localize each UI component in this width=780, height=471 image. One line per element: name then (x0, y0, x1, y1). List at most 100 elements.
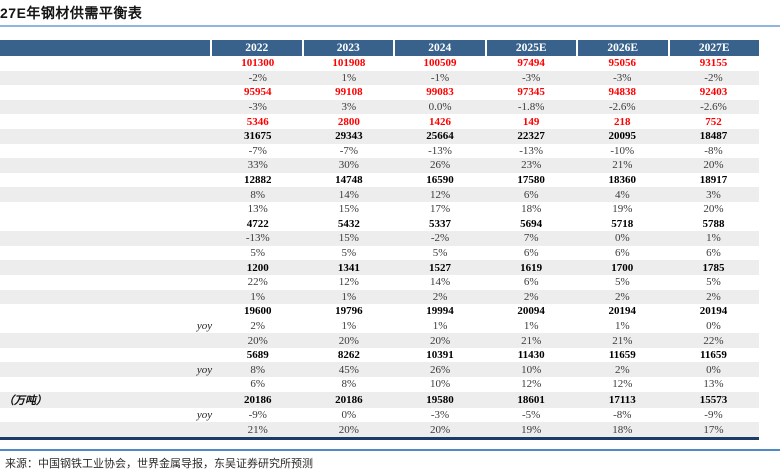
table-cell: 2% (614, 290, 630, 303)
column-header-2026e: 2026E (576, 40, 668, 56)
table-cell: 10% (521, 363, 542, 376)
table-row: 101300 101908 100509 97494 95056 93155 (0, 56, 759, 71)
table-cell: 13% (703, 378, 724, 391)
table-cell: 6% (706, 247, 721, 260)
table-header-row: 2022 2023 2024 2025E 2026E 2027E (0, 40, 759, 56)
table-body: 101300 101908 100509 97494 95056 93155 -2% 1% -1… (0, 56, 759, 437)
table-cell: 33% (247, 159, 268, 172)
table-cell: 17% (429, 203, 451, 216)
table-cell: 99108 (335, 86, 363, 99)
table-cell: 8% (250, 188, 266, 201)
table-cell: 1% (250, 290, 266, 303)
table-cell: 21% (247, 423, 268, 436)
table-cell: 10391 (426, 349, 454, 362)
table-cell: 20% (338, 334, 359, 347)
table-cell: 1785 (702, 261, 725, 274)
column-header-2022: 2022 (210, 40, 302, 56)
table-cell: 4% (614, 188, 630, 201)
table-cell: 23% (521, 159, 542, 172)
table-cell: 5718 (611, 217, 634, 230)
table-cell: 2% (614, 363, 630, 376)
table-cell: 0% (706, 363, 721, 376)
table-cell: 20094 (517, 305, 545, 318)
row-sublabel-yoy: yoy (196, 319, 213, 332)
table-row: 19600 19796 19994 20094 20194 20194 (0, 304, 759, 319)
table-cell: 19% (612, 203, 633, 216)
table-cell: 14748 (335, 174, 363, 187)
table-cell: 12% (521, 378, 542, 391)
table-cell: 5788 (702, 217, 725, 230)
table-cell: 10% (429, 378, 451, 391)
table-cell: 5689 (246, 349, 269, 362)
table-cell: 15% (338, 232, 359, 245)
table-cell: -13% (245, 232, 270, 245)
table-cell: 5% (614, 276, 630, 289)
table-cell: 2% (432, 290, 448, 303)
row-label: （万吨） (3, 394, 47, 407)
table-cell: 13% (247, 203, 268, 216)
table-cell: 30% (338, 159, 359, 172)
table-cell: 2800 (337, 115, 360, 128)
table-cell: 20095 (608, 130, 637, 143)
table-row: 5689 8262 10391 11430 11659 11659 (0, 348, 759, 363)
table-row: -7% -7% -13% -13% -10% -8% (0, 144, 759, 159)
table-cell: 0% (706, 319, 721, 332)
table-cell: 1% (341, 319, 357, 332)
table-cell: 3% (341, 101, 357, 114)
table-cell: 29343 (335, 130, 363, 143)
table-cell: 101908 (332, 57, 366, 70)
table-cell: 17113 (608, 393, 636, 406)
table-cell: 12882 (243, 174, 272, 187)
table-cell: -3% (248, 101, 267, 114)
table-cell: 6% (614, 247, 630, 260)
source-note: 来源：中国钢铁工业协会，世界金属导报，东吴证券研究所预测 (5, 458, 313, 470)
table-cell: 3% (706, 188, 721, 201)
table-cell: 5% (706, 276, 721, 289)
table-cell: 18487 (699, 130, 728, 143)
table-cell: 17580 (517, 174, 545, 187)
table-cell: -8% (704, 144, 723, 157)
table-cell: 92403 (699, 86, 728, 99)
table-cell: 19580 (426, 393, 454, 406)
table-cell: 8% (250, 363, 266, 376)
table-cell: 0% (341, 408, 357, 421)
table-cell: -9% (704, 408, 723, 421)
table-row: yoy 8% 45% 26% 10% 2% 0% (0, 362, 759, 378)
table-cell: 19796 (335, 305, 363, 318)
table-cell: 31675 (243, 130, 272, 143)
table-row: 95954 99108 99083 97345 94838 92403 (0, 85, 759, 100)
table-cell: -3% (522, 71, 541, 84)
table-cell: 26% (429, 159, 451, 172)
table-cell: 22327 (517, 130, 545, 143)
table-cell: 5% (341, 247, 357, 260)
table-row: 6% 8% 10% 12% 12% 13% (0, 377, 759, 392)
table-cell: 1% (432, 319, 448, 332)
table-cell: 12% (338, 276, 359, 289)
table-cell: -3% (430, 408, 450, 421)
table-cell: 14% (338, 188, 359, 201)
table-cell: 1200 (246, 261, 269, 274)
table-cell: -1.8% (517, 101, 545, 114)
table-row: 12882 14748 16590 17580 18360 18917 (0, 173, 759, 188)
table-cell: 99083 (426, 86, 454, 99)
table-cell: 1% (341, 290, 357, 303)
table-cell: 19% (521, 423, 542, 436)
table-cell: 1527 (429, 261, 452, 274)
table-cell: 19600 (243, 305, 272, 318)
table-row: yoy 2% 1% 1% 1% 1% 0% (0, 319, 759, 334)
table-row: -2% 1% -1% -3% -3% -2% (0, 70, 759, 86)
table-cell: 93155 (699, 57, 728, 70)
table-cell: -2.6% (700, 101, 727, 114)
table-cell: 12% (429, 188, 451, 201)
table-row: 22% 12% 14% 6% 5% 5% (0, 275, 759, 290)
table-row: 4722 5432 5337 5694 5718 5788 (0, 217, 759, 232)
column-header-2025e: 2025E (484, 40, 577, 56)
table-cell: 1426 (429, 115, 452, 128)
table-cell: 8% (341, 378, 357, 391)
table-cell: -9% (248, 408, 267, 421)
table-cell: 22% (247, 276, 268, 289)
table-cell: 15573 (699, 393, 728, 406)
table-cell: 16590 (426, 174, 454, 187)
table-cell: 97345 (517, 86, 545, 99)
table-cell: 20% (247, 334, 268, 347)
